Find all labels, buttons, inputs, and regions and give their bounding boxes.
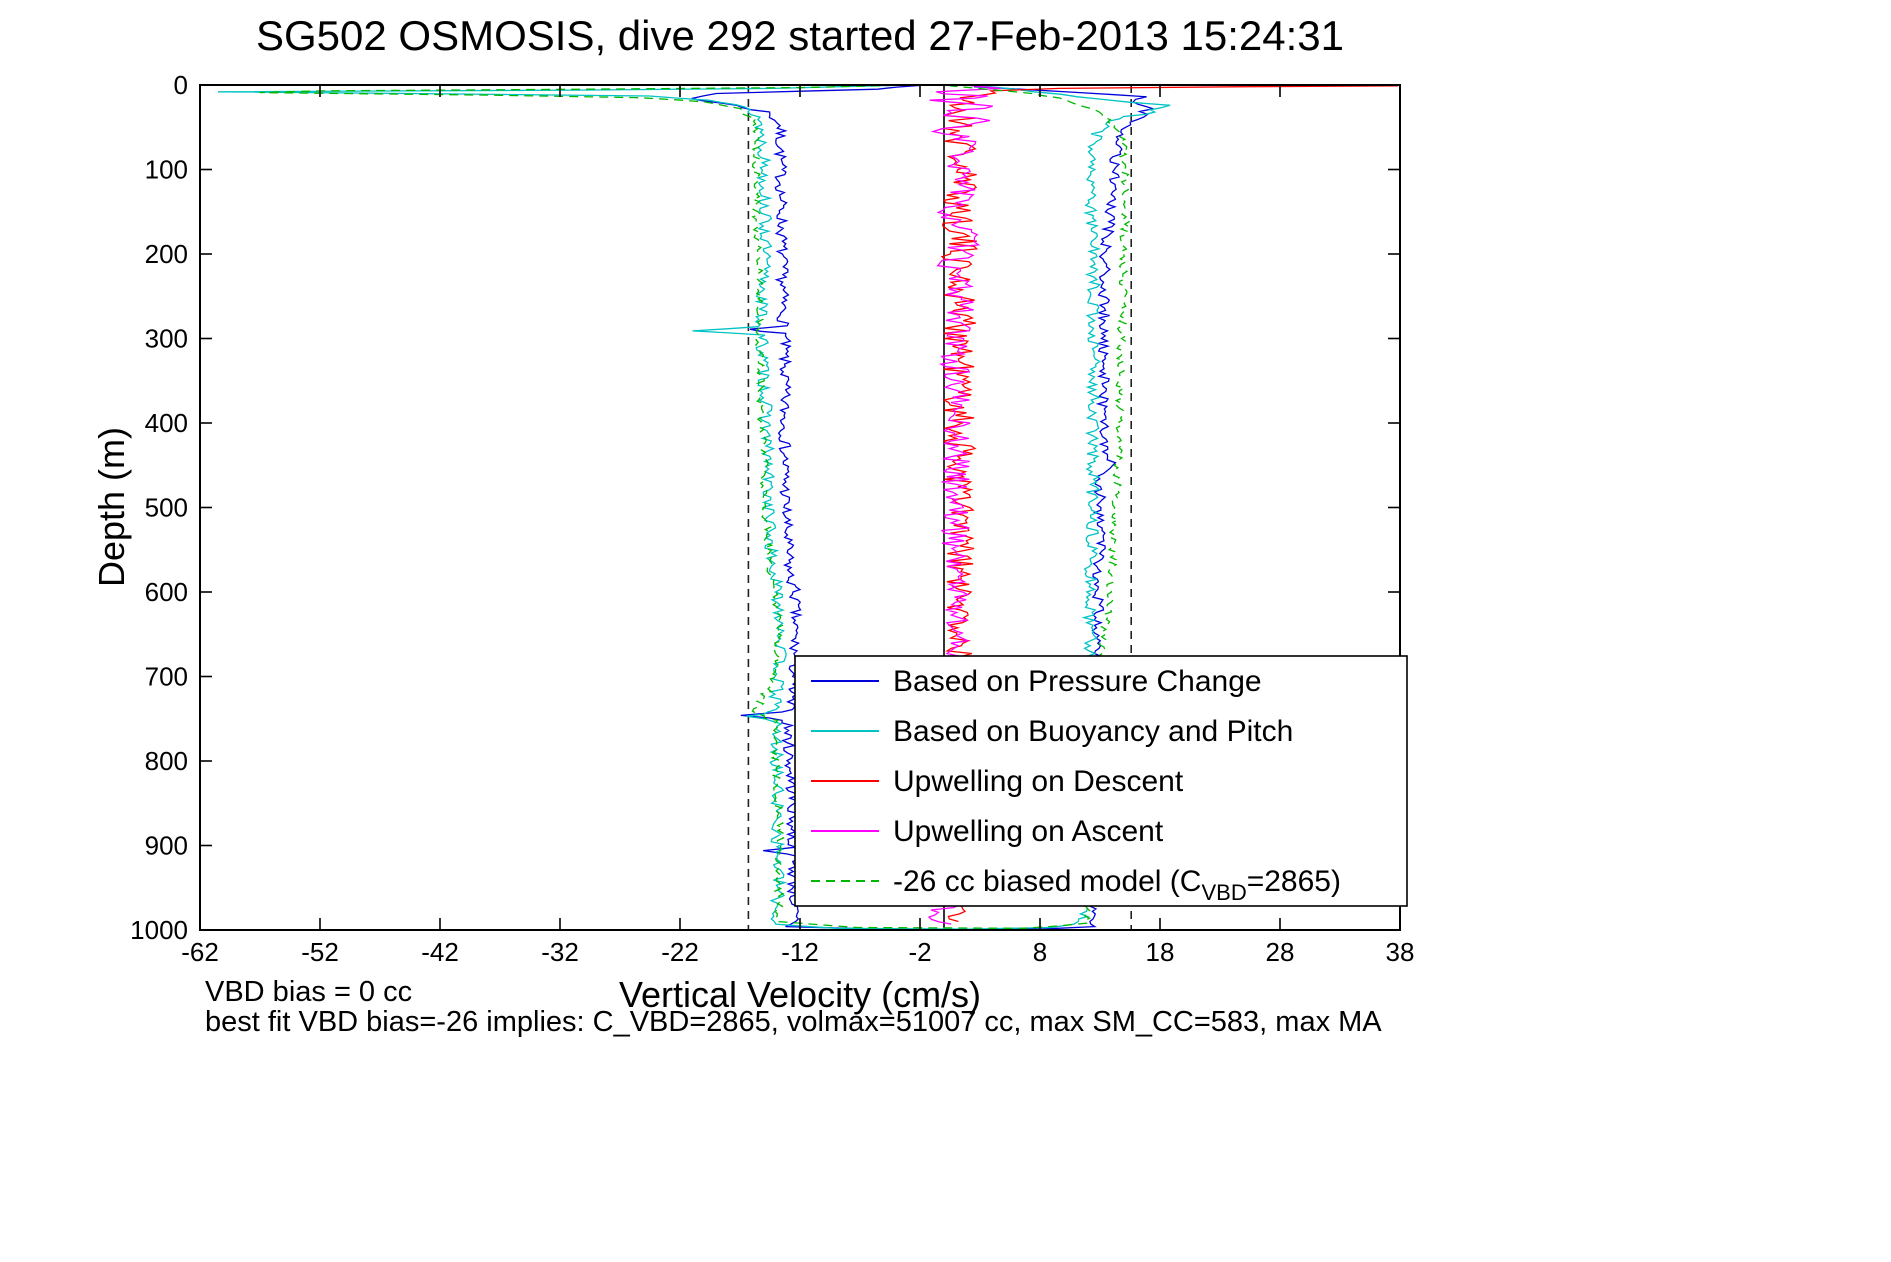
y-tick-label: 900 (145, 831, 188, 861)
y-tick-label: 800 (145, 746, 188, 776)
x-tick-label: 18 (1146, 937, 1175, 967)
x-tick-label: -62 (181, 937, 219, 967)
legend-entry: -26 cc biased model (CVBD=2865) (811, 865, 1341, 905)
legend-entry: Upwelling on Ascent (811, 815, 1164, 848)
y-tick-label: 1000 (130, 915, 188, 945)
y-tick-label: 400 (145, 408, 188, 438)
x-axis-label: Vertical Velocity (cm/s) (618, 974, 982, 1015)
x-tick-label: -52 (301, 937, 339, 967)
x-tick-label: 8 (1033, 937, 1047, 967)
legend-entry: Based on Pressure Change (811, 665, 1262, 698)
y-tick-label: 500 (145, 493, 188, 523)
legend-label: Based on Pressure Change (893, 665, 1262, 698)
chart-title: SG502 OSMOSIS, dive 292 started 27-Feb-2… (256, 12, 1344, 59)
legend-label: Based on Buoyancy and Pitch (893, 715, 1293, 748)
series-26-cc-biased-model-c-vbd-2865 (259, 85, 1131, 929)
legend: Based on Pressure Change Based on Buoyanc… (794, 655, 1408, 907)
legend-label: -26 cc biased model (CVBD=2865) (893, 865, 1341, 905)
x-tick-label: -12 (781, 937, 819, 967)
x-tick-label: -22 (661, 937, 699, 967)
legend-box (794, 655, 1408, 907)
series-based-on-buoyancy-and-pitch (217, 85, 1171, 930)
x-tick-label: -2 (908, 937, 931, 967)
legend-label: Upwelling on Descent (893, 765, 1184, 798)
vbd-bias-annotation: VBD bias = 0 cc (205, 976, 413, 1008)
legend-entry: Based on Buoyancy and Pitch (811, 715, 1293, 748)
legend-entry: Upwelling on Descent (811, 765, 1184, 798)
y-tick-label: 0 (174, 70, 188, 100)
legend-label: Upwelling on Ascent (893, 815, 1164, 848)
x-tick-label: 38 (1386, 937, 1415, 967)
best-fit-annotation: best fit VBD bias=-26 implies: C_VBD=286… (205, 1006, 1382, 1038)
y-tick-label: 100 (145, 155, 188, 185)
x-tick-label: 28 (1266, 937, 1295, 967)
y-tick-label: 700 (145, 662, 188, 692)
x-tick-label: -32 (541, 937, 579, 967)
y-tick-label: 200 (145, 239, 188, 269)
y-tick-label: 300 (145, 324, 188, 354)
y-tick-label: 600 (145, 577, 188, 607)
x-tick-label: -42 (421, 937, 459, 967)
